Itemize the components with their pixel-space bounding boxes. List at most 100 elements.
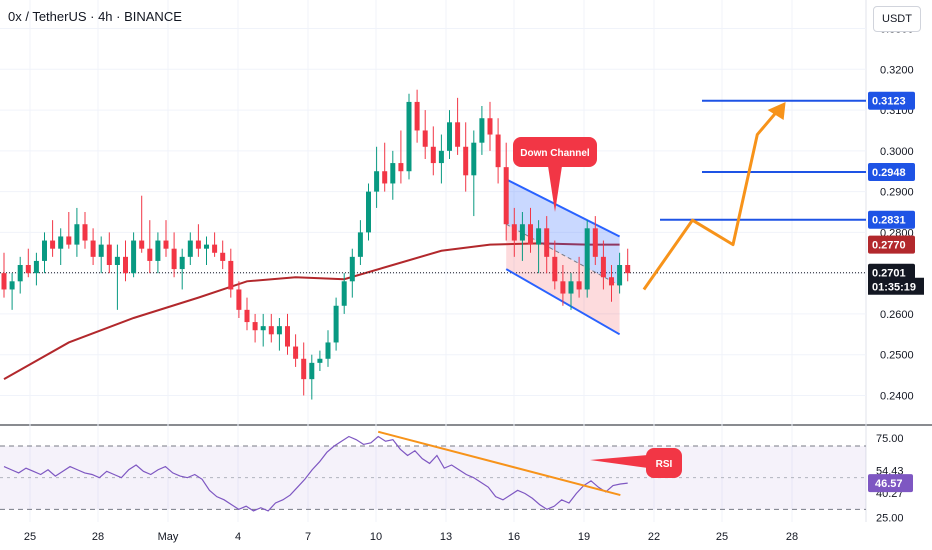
time-tick-label: 10 [370,531,382,543]
annotations: Down Channel RSI [513,137,682,478]
time-tick-label: 19 [578,531,590,543]
candle-body [609,277,614,286]
candle-body [495,134,501,168]
candle-body [487,118,493,135]
candle-body [58,236,64,249]
candle-body [285,326,290,347]
rsi-tick-label: 75.00 [876,433,904,445]
candle-body [106,244,112,265]
down-channel-label: Down Channel [520,148,590,159]
price-tag [868,91,915,110]
candle-body [220,252,226,261]
rsi-callout-label: RSI [656,459,673,470]
candle-body [187,240,193,257]
candle-body [66,236,72,245]
price-tag-label: 0.2948 [872,167,906,179]
projection-line [642,105,783,291]
rsi-tick-label: 25.00 [876,512,904,524]
price-tag [868,235,915,254]
time-tick-label: May [158,531,179,543]
candle-body [163,240,169,249]
countdown-tag [868,277,924,295]
candle-body [584,228,590,290]
price-tick-label: 0.3200 [880,64,914,76]
candle-body [544,228,550,257]
projection-arrowhead [767,102,786,120]
price-levels [660,99,866,221]
rsi-trendline [377,430,621,497]
candle-body [17,265,23,282]
candle-body [123,256,128,274]
candle-body [317,358,323,363]
candle-body [414,101,420,131]
time-tick-label: 25 [716,531,728,543]
candle-body [325,342,331,359]
candle-body [33,260,39,274]
currency-selector[interactable]: USDT [873,6,921,32]
candle-body [560,281,566,294]
candle-body [406,101,412,172]
down-channel [505,178,621,336]
candle-body [374,171,380,192]
candle-body [309,362,315,380]
price-tick-label: 0.2500 [880,350,914,362]
candle-body [276,326,282,335]
down-channel-callout-pointer [548,166,562,212]
candle-body [147,248,153,261]
candle-body [592,228,598,257]
channel-mid-line [505,223,620,286]
candle-body [212,244,218,253]
rsi-value-label: 46.57 [875,478,903,490]
candle-body [301,358,307,380]
price-tick-label: 0.3000 [880,146,914,158]
candle-body [244,309,250,323]
candle-body [528,224,533,245]
candle-body [179,256,185,270]
candle-body [617,265,623,286]
chart-title: 0x / TetherUS · 4h · BINANCE [8,9,182,24]
candle-body [260,326,266,331]
candle-body [236,289,242,310]
candle-body [50,240,56,249]
price-tag-label: 0.3123 [872,96,906,108]
price-tag-label: 0.2770 [872,240,906,252]
rsi-callout[interactable] [646,448,682,478]
projection-path [642,102,786,291]
time-tick-label: 25 [24,531,36,543]
down-channel-callout[interactable] [513,137,597,167]
candle-body [131,240,137,274]
candle-body [98,244,104,257]
candlesticks [1,89,631,400]
candle-body [357,232,363,257]
price-tick-label: 0.2900 [880,187,914,199]
time-tick-label: 22 [648,531,660,543]
candle-body [536,228,542,245]
candle-body [9,281,15,290]
candle-body [382,171,388,184]
candle-body [390,163,396,184]
time-tick-label: 16 [508,531,520,543]
time-tick-label: 4 [235,531,241,543]
candle-body [625,265,631,274]
time-tick-label: 13 [440,531,452,543]
candle-body [204,244,209,249]
candle-body [349,256,355,282]
candle-body [139,240,145,249]
candle-body [471,142,477,176]
candle-body [511,224,517,241]
candle-body [25,265,31,274]
candle-body [42,240,47,261]
candle-body [1,273,7,290]
candle-body [600,256,606,278]
price-tag-label: 0.2831 [872,215,906,227]
price-tag [868,210,915,229]
candle-body [568,281,574,294]
candle-body [447,122,452,151]
rsi-pane [0,430,866,512]
candle-body [503,167,509,225]
candle-body [519,224,525,241]
time-axis: 25 28 May 4 7 10 13 16 19 22 25 28 [24,531,798,543]
candle-body [479,118,485,143]
candle-body [455,122,461,147]
